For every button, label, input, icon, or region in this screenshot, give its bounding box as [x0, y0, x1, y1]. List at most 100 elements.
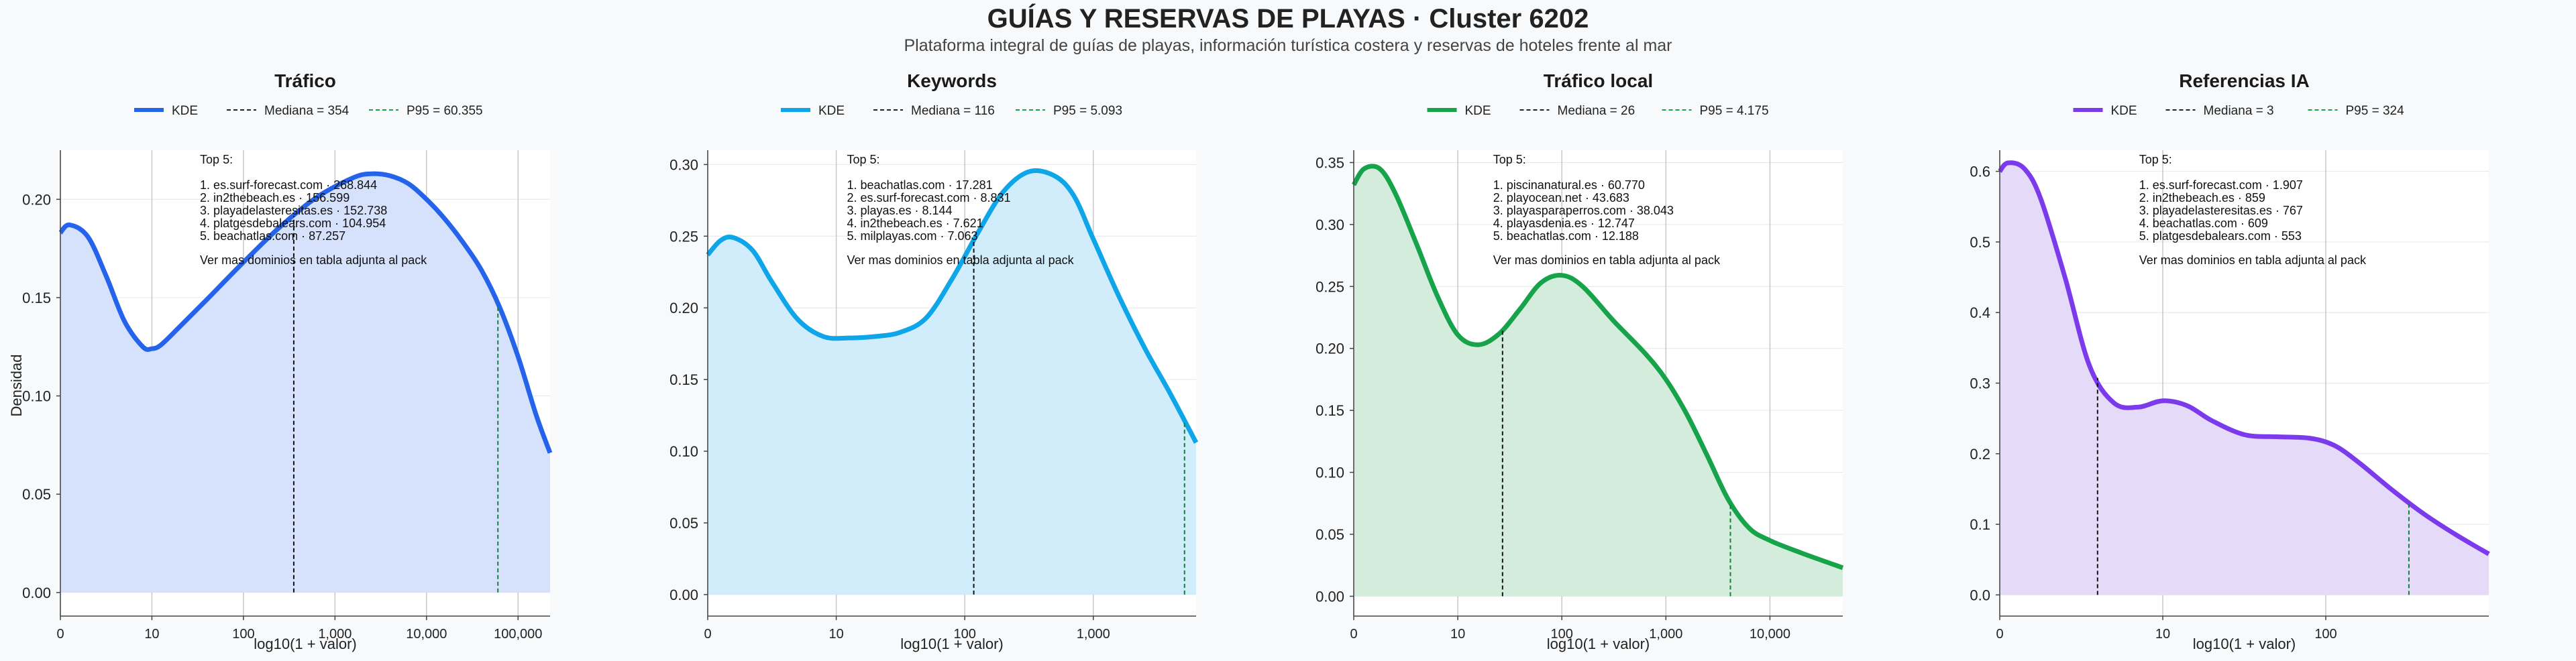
top5-item: 5. beachatlas.com · 87.257	[200, 229, 345, 243]
y-tick-label: 0.4	[1970, 304, 1990, 321]
y-tick-label: 0.05	[22, 486, 51, 503]
top5-item: 4. in2thebeach.es · 7.621	[847, 217, 983, 230]
top5-item: 4. playasdenia.es · 12.747	[1493, 217, 1635, 230]
top5-item: 4. beachatlas.com · 609	[2139, 217, 2268, 230]
legend-p95-label: P95 = 324	[2346, 104, 2405, 118]
chart-title: Tráfico local	[1544, 70, 1653, 91]
y-tick-label: 0.05	[669, 515, 698, 532]
legend-median-label: Mediana = 354	[264, 104, 350, 118]
chart-title: Keywords	[907, 70, 997, 91]
top5-heading: Top 5:	[847, 153, 879, 166]
top5-item: 2. es.surf-forecast.com · 8.831	[847, 191, 1010, 204]
top5-heading: Top 5:	[1493, 153, 1526, 166]
kde-area	[2000, 162, 2489, 595]
top5-note: Ver mas dominios en tabla adjunta al pac…	[1493, 253, 1721, 267]
x-tick-label: 0	[1996, 627, 2003, 642]
x-axis-label: log10(1 + valor)	[900, 636, 1003, 652]
x-tick-label: 100	[232, 627, 254, 642]
legend-kde-label: KDE	[818, 104, 845, 118]
x-tick-label: 10	[828, 627, 843, 642]
y-tick-label: 0.15	[669, 371, 698, 388]
y-tick-label: 0.5	[1970, 234, 1990, 251]
legend-p95-label: P95 = 60.355	[407, 104, 483, 118]
page-title: GUÍAS Y RESERVAS DE PLAYAS · Cluster 620…	[987, 4, 1589, 34]
page-subtitle: Plataforma integral de guías de playas, …	[904, 36, 1672, 55]
y-tick-label: 0.20	[669, 300, 698, 316]
y-tick-label: 0.30	[1316, 217, 1344, 233]
legend-p95-label: P95 = 4.175	[1700, 104, 1769, 118]
chart-title: Tráfico	[274, 70, 336, 91]
top5-item: 2. playocean.net · 43.683	[1493, 191, 1629, 204]
y-tick-label: 0.10	[1316, 465, 1344, 481]
top5-item: 3. playasparaperros.com · 38.043	[1493, 204, 1674, 217]
x-tick-label: 100	[953, 627, 975, 642]
y-tick-label: 0.2	[1970, 446, 1990, 463]
chart-panel-1: Tráfico KDE Mediana = 354 P95 = 60.355 0.00 0…	[22, 70, 553, 652]
legend-median-label: Mediana = 116	[911, 104, 995, 118]
y-tick-label: 0.00	[1316, 588, 1344, 605]
top5-item: 1. es.surf-forecast.com · 268.844	[200, 178, 377, 192]
top5-note: Ver mas dominios en tabla adjunta al pac…	[847, 253, 1074, 267]
kde-area	[708, 170, 1196, 595]
y-tick-label: 0.00	[669, 587, 698, 603]
y-tick-label: 0.3	[1970, 375, 1990, 392]
y-tick-label: 0.15	[22, 290, 51, 306]
kde-line	[1998, 160, 2490, 556]
top5-heading: Top 5:	[200, 153, 233, 166]
y-tick-label: 0.10	[669, 443, 698, 460]
y-tick-label: 0.15	[1316, 402, 1344, 419]
kde-area	[60, 174, 550, 593]
top5-item: 1. beachatlas.com · 17.281	[847, 178, 992, 192]
y-axis-label: Densidad	[8, 355, 25, 417]
legend-median-label: Mediana = 3	[2204, 104, 2274, 118]
top5-item: 4. platgesdebalears.com · 104.954	[200, 217, 386, 230]
y-tick-label: 0.10	[22, 388, 51, 405]
kde-line	[706, 168, 1199, 444]
kde-line	[58, 171, 553, 454]
chart-panel-4: Referencias IA KDE Mediana = 3 P95 = 324 0.0…	[1970, 70, 2490, 652]
legend-kde-label: KDE	[172, 104, 198, 118]
top5-note: Ver mas dominios en tabla adjunta al pac…	[2139, 253, 2367, 267]
y-tick-label: 0.05	[1316, 526, 1344, 543]
y-tick-label: 0.20	[22, 191, 51, 208]
x-tick-label: 10	[144, 627, 159, 642]
x-axis-label: log10(1 + valor)	[1547, 636, 1650, 652]
top5-item: 1. es.surf-forecast.com · 1.907	[2139, 178, 2303, 192]
y-tick-label: 0.25	[669, 228, 698, 245]
top5-note: Ver mas dominios en tabla adjunta al pac…	[200, 253, 427, 267]
x-tick-label: 0	[56, 627, 64, 642]
y-tick-label: 0.00	[22, 585, 51, 601]
legend-kde-label: KDE	[1465, 104, 1491, 118]
chart-panel-2: Keywords KDE Mediana = 116 P95 = 5.093 0.00 0…	[669, 70, 1199, 652]
y-tick-label: 0.25	[1316, 278, 1344, 295]
x-tick-label: 0	[1350, 627, 1357, 642]
top5-item: 2. in2thebeach.es · 859	[2139, 191, 2265, 204]
x-tick-label: 100	[1551, 627, 1573, 642]
chart-title: Referencias IA	[2179, 70, 2310, 91]
x-axis-label: log10(1 + valor)	[254, 636, 356, 652]
y-tick-label: 0.1	[1970, 516, 1990, 533]
legend-kde-label: KDE	[2111, 104, 2137, 118]
x-tick-label: 100,000	[494, 627, 542, 642]
x-tick-label: 10	[2155, 627, 2170, 642]
top5-item: 3. playas.es · 8.144	[847, 204, 952, 217]
top5-item: 5. platgesdebalears.com · 553	[2139, 229, 2302, 243]
y-tick-label: 0.20	[1316, 341, 1344, 357]
top5-item: 3. playadelasteresitas.es · 767	[2139, 204, 2303, 217]
top5-item: 5. beachatlas.com · 12.188	[1493, 229, 1639, 243]
x-tick-label: 10	[1450, 627, 1465, 642]
kde-line	[1351, 164, 1844, 570]
y-tick-label: 0.35	[1316, 154, 1344, 171]
top5-item: 2. in2thebeach.es · 156.599	[200, 191, 350, 204]
top5-item: 5. milplayas.com · 7.063	[847, 229, 977, 243]
x-tick-label: 0	[704, 627, 711, 642]
legend-p95-label: P95 = 5.093	[1053, 104, 1122, 118]
legend-median-label: Mediana = 26	[1558, 104, 1635, 118]
x-tick-label: 1,000	[1649, 627, 1682, 642]
x-tick-label: 1,000	[1077, 627, 1110, 642]
y-tick-label: 0.0	[1970, 587, 1990, 603]
y-tick-label: 0.6	[1970, 164, 1990, 180]
x-axis-label: log10(1 + valor)	[2193, 636, 2296, 652]
y-tick-label: 0.30	[669, 156, 698, 173]
